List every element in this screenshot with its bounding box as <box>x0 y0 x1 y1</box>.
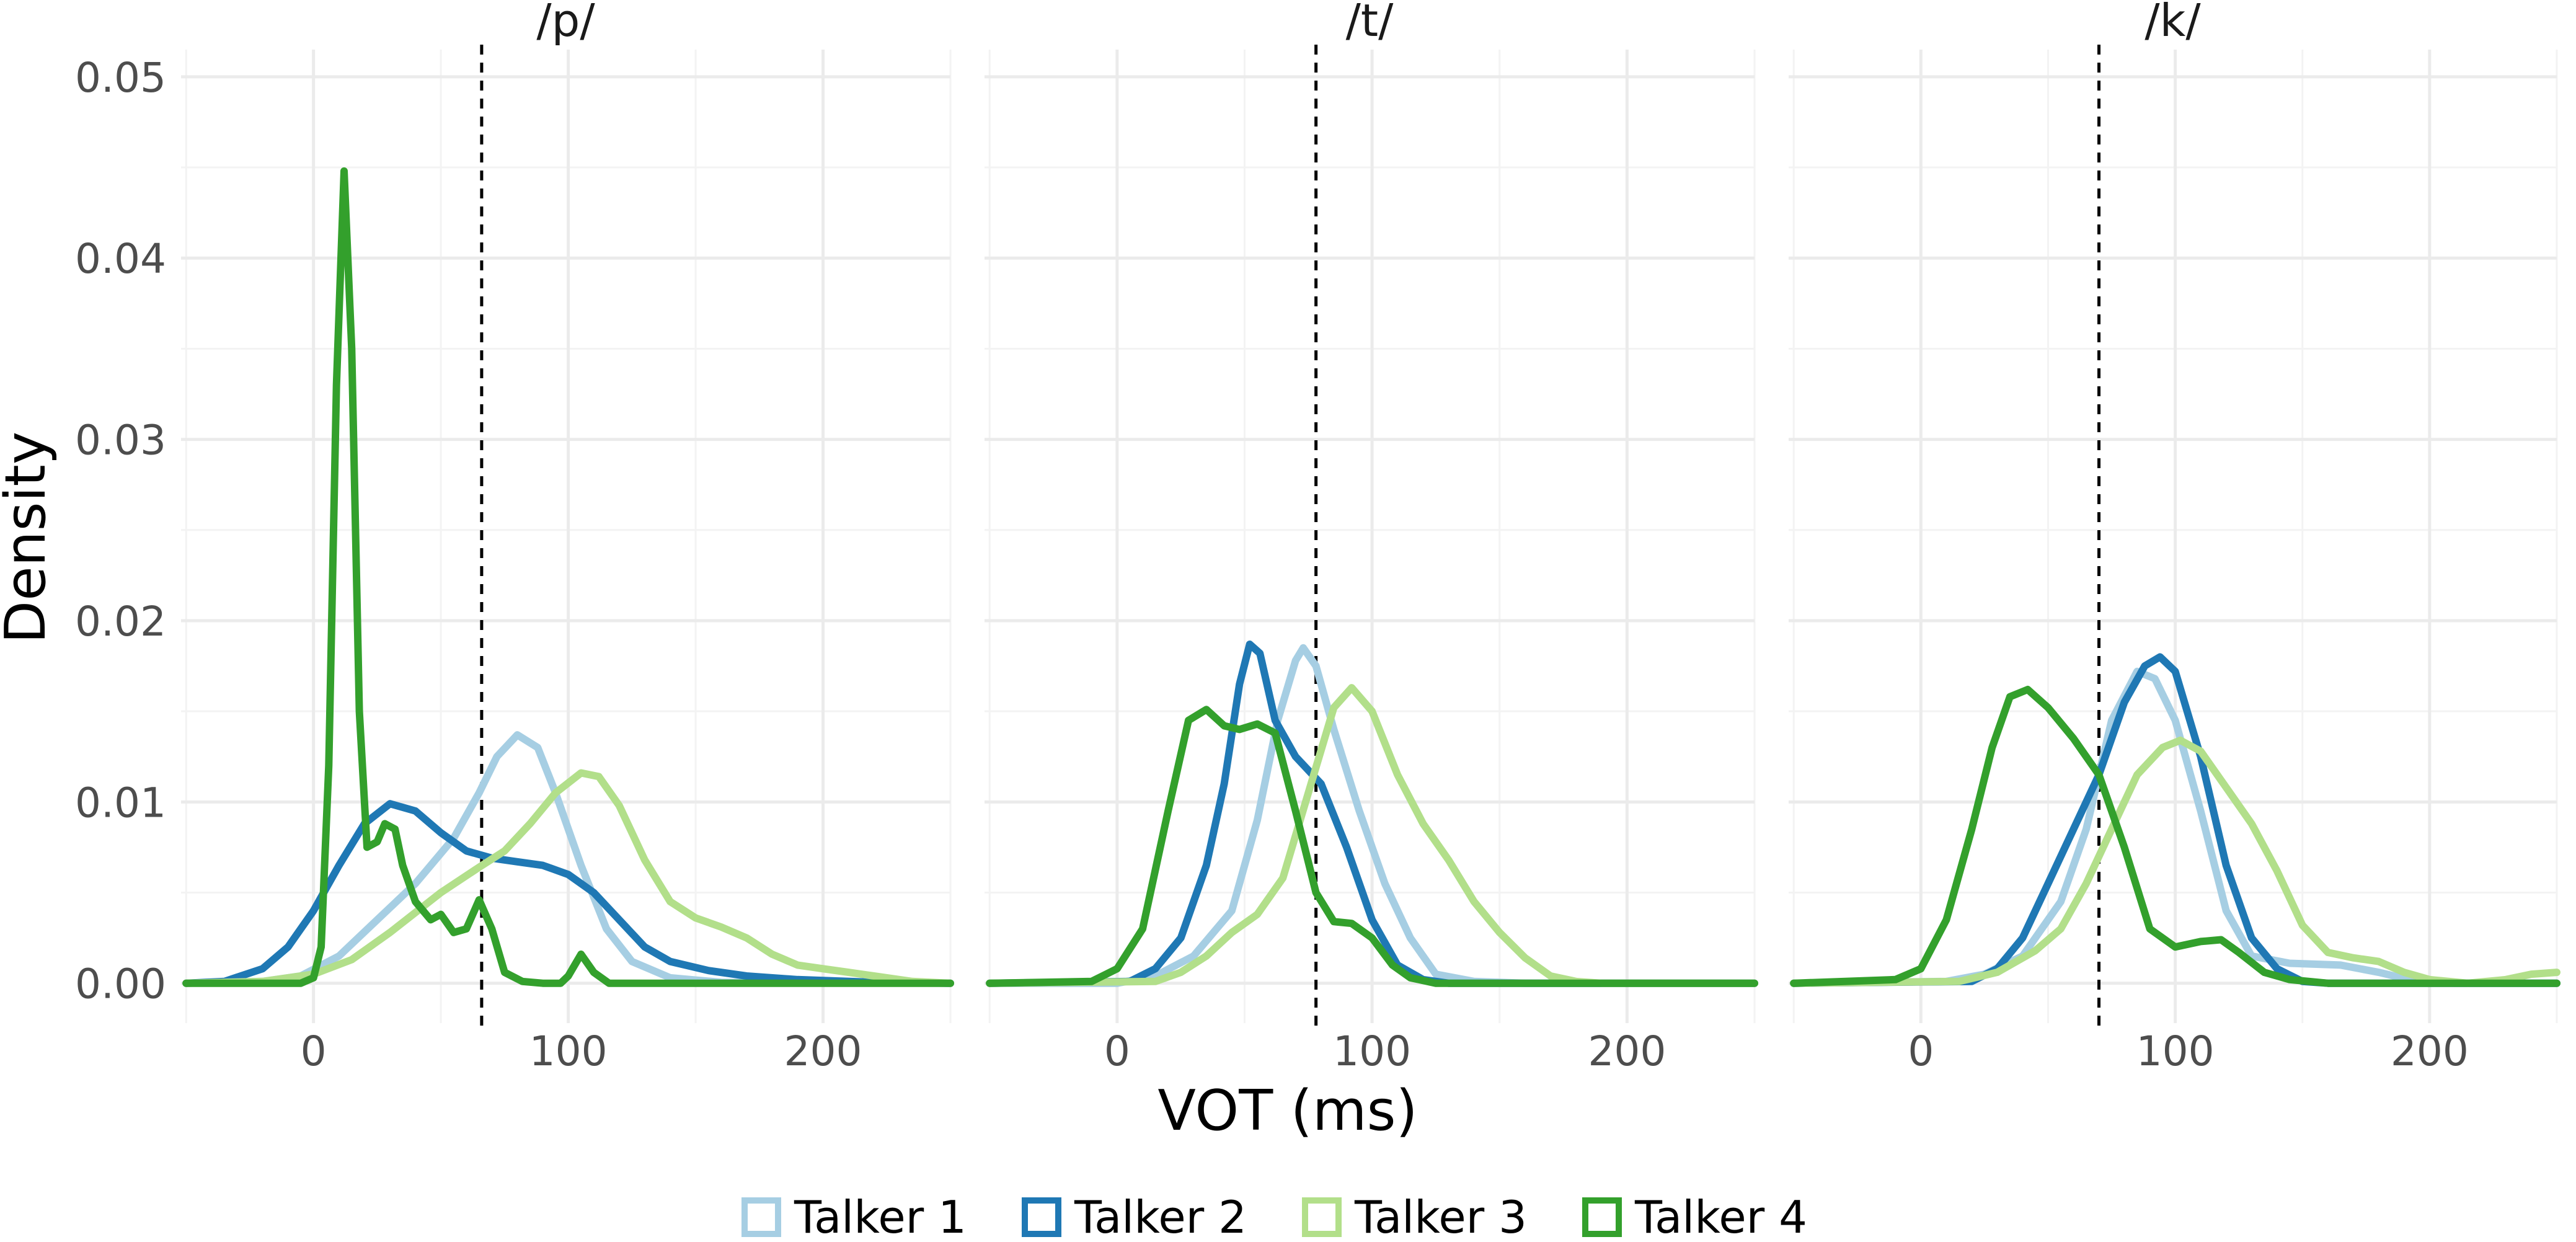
x-tick-label: 0 <box>301 1027 327 1075</box>
legend-key-talker-2 <box>1022 1197 1061 1237</box>
x-tick-label: 200 <box>1588 1027 1666 1075</box>
legend-label-talker-4: Talker 4 <box>1634 1191 1807 1242</box>
density-lines-layer <box>182 167 2561 987</box>
facet-label: /t/ <box>1346 0 1394 47</box>
facet-strip-labels: /p/ /t/ /k/ <box>536 0 2201 47</box>
threshold-layer <box>480 45 2101 1026</box>
legend-key-talker-3 <box>1302 1197 1342 1237</box>
y-tick-label: 0.05 <box>75 54 166 102</box>
talker-2-density-line <box>182 800 954 987</box>
talker-4-density-line <box>1790 686 2561 987</box>
talker-1-density-line <box>986 644 1758 987</box>
y-tick-label: 0.02 <box>75 598 166 645</box>
x-tick-label: 200 <box>2391 1027 2469 1075</box>
x-tick-label: 100 <box>1333 1027 1411 1075</box>
grid-layer <box>181 50 2558 1023</box>
tick-labels-layer: 0.00 0.01 0.02 0.03 0.04 0.05 0 100 200 0 100 200 0 1… <box>75 54 2469 1075</box>
legend-label-talker-1: Talker 1 <box>794 1191 967 1242</box>
x-tick-label: 100 <box>529 1027 608 1075</box>
legend-key-talker-1 <box>741 1197 781 1237</box>
x-tick-label: 0 <box>1104 1027 1130 1075</box>
legend-key-talker-4 <box>1582 1197 1622 1237</box>
y-tick-label: 0.01 <box>75 779 166 827</box>
facet-label: /p/ <box>536 0 595 47</box>
talker-4-density-line <box>182 167 954 987</box>
facet-label: /k/ <box>2144 0 2201 47</box>
x-tick-label: 200 <box>784 1027 862 1075</box>
legend-label-talker-3: Talker 3 <box>1354 1191 1527 1242</box>
legend-label-talker-2: Talker 2 <box>1074 1191 1247 1242</box>
x-axis-title: VOT (ms) <box>1157 1078 1417 1143</box>
talker-1-density-line <box>182 731 954 987</box>
talker-4-density-line <box>986 706 1758 987</box>
y-axis-title: Density <box>0 432 58 644</box>
talker-2-density-line <box>1790 653 2561 987</box>
y-tick-label: 0.04 <box>75 235 166 283</box>
talker-3-density-line <box>986 684 1758 987</box>
y-tick-label: 0.00 <box>75 960 166 1008</box>
x-tick-label: 0 <box>1908 1027 1934 1075</box>
y-tick-label: 0.03 <box>75 417 166 464</box>
x-tick-label: 100 <box>2136 1027 2215 1075</box>
talker-3-density-line <box>182 769 954 987</box>
legend: Talker 1 Talker 2 Talker 3 Talker 4 <box>741 1191 1807 1242</box>
